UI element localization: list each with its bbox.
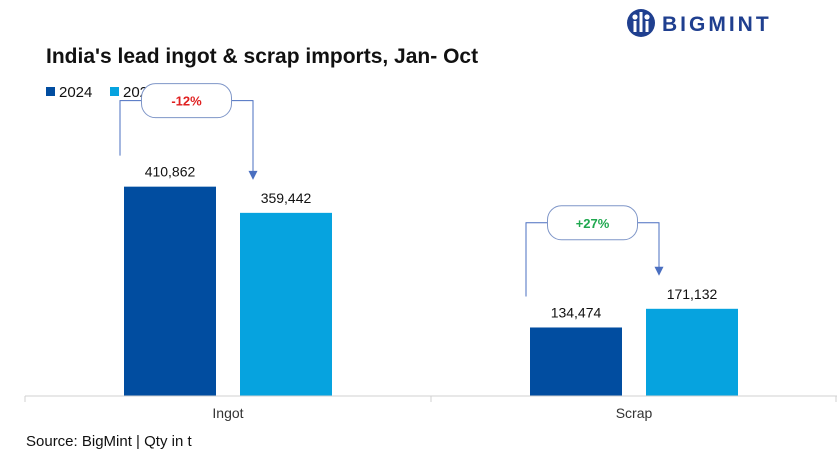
change-label-scrap: +27%: [576, 216, 610, 231]
change-pill-ingot: [141, 83, 232, 119]
brand-name: BIGMINT: [662, 13, 772, 36]
bar-scrap-2025: [646, 308, 738, 396]
legend: 2024 2025: [46, 84, 156, 101]
bar-ingot-2024: [124, 186, 216, 396]
category-label-ingot: Ingot: [212, 405, 243, 421]
legend-swatch-2024: [46, 87, 55, 96]
bar-scrap-2024: [530, 327, 622, 396]
bigmint-logo-icon: [627, 9, 655, 37]
arrowhead-icon: [654, 266, 664, 276]
change-callouts: -12% +27%: [119, 83, 664, 297]
data-label-scrap-2024: 134,474: [551, 304, 602, 320]
source-note: Source: BigMint | Qty in t: [26, 433, 192, 450]
data-label-scrap-2025: 171,132: [667, 286, 718, 302]
arrowhead-icon: [248, 170, 258, 180]
brand-logo: BIGMINT: [627, 9, 772, 37]
legend-swatch-2025: [110, 87, 119, 96]
legend-label-2024: 2024: [59, 84, 92, 101]
bar-ingot-2025: [240, 212, 332, 396]
category-label-scrap: Scrap: [616, 405, 653, 421]
data-label-ingot-2025: 359,442: [261, 190, 312, 206]
change-pill-scrap: [547, 205, 638, 241]
data-label-ingot-2024: 410,862: [145, 164, 196, 180]
change-label-ingot: -12%: [171, 94, 202, 109]
bars: 410,862 359,442 134,474 171,132: [124, 164, 738, 396]
chart-title: India's lead ingot & scrap imports, Jan-…: [46, 45, 478, 68]
x-axis: Ingot Scrap: [24, 395, 837, 421]
